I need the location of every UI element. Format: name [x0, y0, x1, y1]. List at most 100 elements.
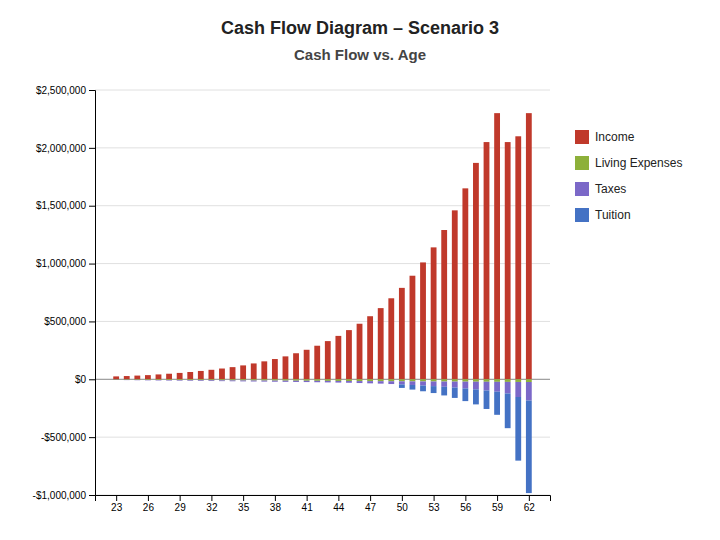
bar [335, 379, 341, 381]
bar [441, 387, 447, 396]
series-bars [113, 379, 531, 382]
bar [388, 381, 394, 384]
bar [346, 379, 352, 380]
bar [473, 389, 479, 404]
bar [177, 380, 183, 382]
bar [378, 381, 384, 383]
tick-label: 29 [175, 502, 187, 513]
tick-mark [89, 206, 95, 207]
legend-label: Tuition [595, 208, 631, 222]
bar [187, 380, 193, 382]
bar [124, 379, 130, 380]
bar [410, 276, 416, 380]
bar [145, 375, 151, 379]
bar [399, 379, 405, 381]
bar [113, 376, 119, 379]
tick-label: $500,000 [44, 316, 86, 327]
tick: 32 [206, 495, 218, 513]
bar [494, 379, 500, 382]
bar [515, 379, 521, 382]
bar [346, 379, 352, 381]
bar [240, 379, 246, 380]
bar [388, 379, 394, 380]
tick-mark [89, 437, 95, 438]
legend-label: Living Expenses [595, 156, 682, 170]
bar [410, 379, 416, 381]
bar [494, 392, 500, 415]
tick: 50 [397, 495, 409, 513]
bar [134, 376, 140, 380]
legend: Income Living Expenses Taxes Tuition [575, 130, 682, 222]
bar [240, 365, 246, 379]
bar [314, 379, 320, 380]
plot: -$1,000,000-$500,000$0$500,000$1,000,000… [33, 85, 551, 513]
bar [515, 382, 521, 397]
tick-mark [370, 495, 371, 501]
bar [187, 379, 193, 380]
bar [198, 379, 204, 381]
bar [124, 379, 130, 380]
bar [198, 371, 204, 379]
bar [293, 353, 299, 379]
tick: 62 [524, 495, 536, 513]
bar [335, 336, 341, 379]
tick-label: 32 [206, 502, 218, 513]
tick: $2,000,000 [36, 143, 95, 154]
bar [452, 210, 458, 379]
bar [515, 136, 521, 379]
bar [156, 374, 162, 379]
legend-item: Tuition [575, 208, 631, 222]
bar [420, 379, 426, 381]
bar [230, 379, 236, 380]
bar [526, 382, 532, 401]
bar [251, 363, 257, 379]
bar [272, 359, 278, 379]
bar [526, 401, 532, 494]
bar [494, 382, 500, 392]
bar [283, 379, 289, 380]
tick: $1,500,000 [36, 200, 95, 211]
bar [166, 380, 172, 382]
tick-mark [402, 495, 403, 501]
legend-item: Taxes [575, 182, 626, 196]
bar [219, 380, 225, 382]
tick: 44 [333, 495, 345, 513]
bar [505, 382, 511, 394]
tick-mark [180, 495, 181, 501]
bar [399, 288, 405, 379]
bar [166, 379, 172, 380]
bar [484, 382, 490, 391]
series-bars [113, 380, 531, 401]
bar [431, 379, 437, 381]
bar [177, 379, 183, 381]
tick-label: -$500,000 [41, 432, 86, 443]
bar [134, 379, 140, 380]
legend-item: Income [575, 130, 635, 144]
bar [325, 341, 331, 379]
bar [431, 381, 437, 386]
bar [314, 381, 320, 382]
bar [156, 379, 162, 380]
bar [357, 381, 363, 383]
tick-label: 56 [460, 502, 472, 513]
bar [304, 350, 310, 380]
tick-mark [529, 495, 530, 501]
tick: 56 [460, 495, 472, 513]
tick: 29 [175, 495, 187, 513]
bar [304, 381, 310, 382]
tick-label: -$1,000,000 [33, 490, 87, 501]
bar [304, 379, 310, 381]
bar [145, 379, 151, 380]
tick: 23 [111, 495, 123, 513]
tick: 41 [302, 495, 314, 513]
bar [261, 379, 267, 380]
bar [505, 379, 511, 382]
bar [124, 379, 130, 381]
tick-label: $2,000,000 [36, 143, 86, 154]
bar [166, 379, 172, 381]
bar [473, 382, 479, 390]
tick-mark [89, 495, 95, 496]
bar [134, 379, 140, 381]
bar [166, 374, 172, 380]
tick: 59 [492, 495, 504, 513]
